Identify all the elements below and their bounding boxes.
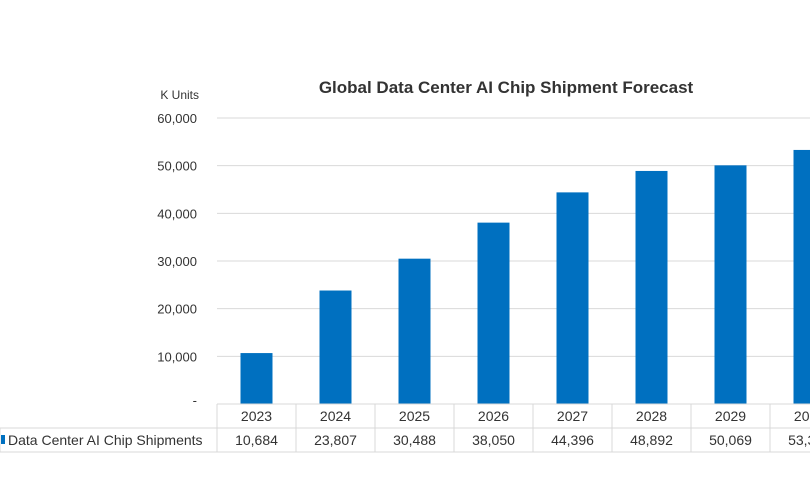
chart-title: Global Data Center AI Chip Shipment Fore… — [319, 78, 694, 97]
category-label: 2030 — [794, 408, 810, 424]
y-tick-label: 60,000 — [157, 111, 197, 126]
data-label: 50,069 — [709, 432, 752, 448]
category-label: 2026 — [478, 408, 509, 424]
category-label: 2024 — [320, 408, 351, 424]
bar — [793, 149, 810, 404]
legend-key — [1, 435, 5, 444]
bar — [398, 258, 431, 404]
category-label: 2027 — [557, 408, 588, 424]
bar — [635, 170, 668, 404]
bar — [477, 222, 510, 404]
bar — [714, 165, 747, 404]
y-tick-label: 30,000 — [157, 254, 197, 269]
category-label: 2023 — [241, 408, 272, 424]
y-tick-label: 40,000 — [157, 206, 197, 221]
data-label: 38,050 — [472, 432, 515, 448]
data-label: 53,300 — [788, 432, 810, 448]
bar — [240, 353, 273, 404]
category-label: 2029 — [715, 408, 746, 424]
y-tick-label: 20,000 — [157, 302, 197, 317]
category-label: 2028 — [636, 408, 667, 424]
bar — [556, 192, 589, 404]
y-tick-label: 50,000 — [157, 159, 197, 174]
category-label: 2025 — [399, 408, 430, 424]
y-axis-label: K Units — [160, 88, 199, 102]
data-label: 23,807 — [314, 432, 357, 448]
data-label: 30,488 — [393, 432, 436, 448]
bar — [319, 290, 352, 404]
data-label: 48,892 — [630, 432, 673, 448]
y-tick-label: - — [193, 393, 197, 408]
data-label: 10,684 — [235, 432, 278, 448]
data-label: 44,396 — [551, 432, 594, 448]
y-tick-label: 10,000 — [157, 349, 197, 364]
series-name: Data Center AI Chip Shipments — [8, 432, 203, 448]
